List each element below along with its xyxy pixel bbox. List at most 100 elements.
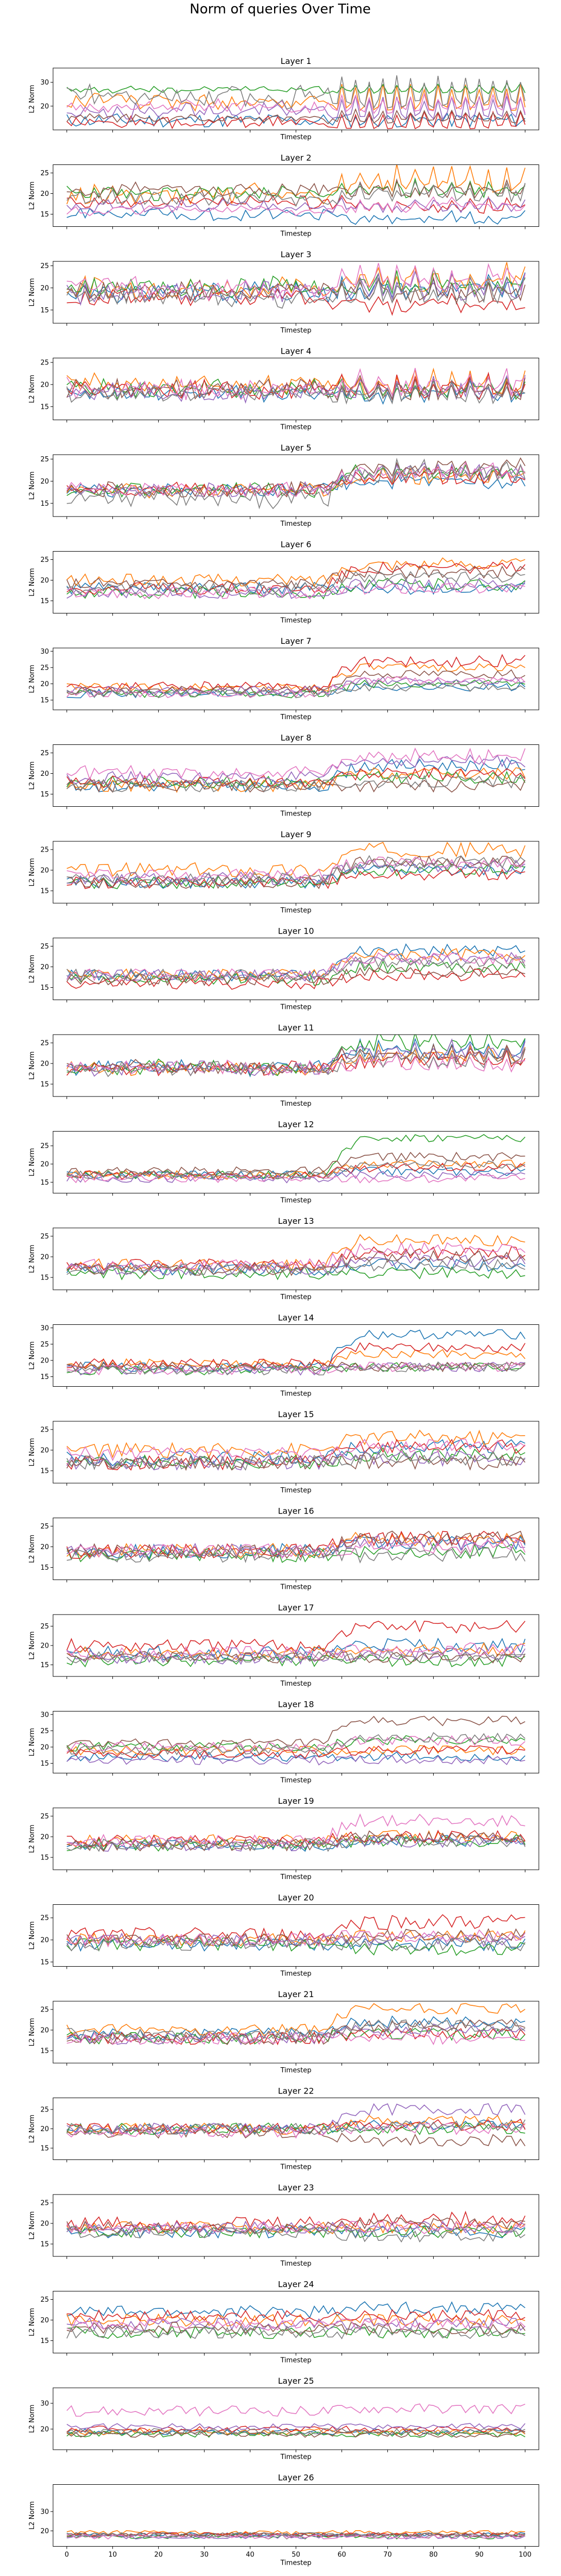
panel-title: Layer 4	[281, 346, 312, 356]
panel-layer-10: Layer 10 15 20 25 Timestep L2 Norm	[28, 926, 539, 1011]
panel-layer-3: Layer 3 15 20 25 Timestep L2 Norm	[28, 250, 539, 335]
series-line-8	[66, 2532, 525, 2538]
y-tick-label: 25	[40, 1341, 49, 1349]
y-tick-label: 25	[40, 2200, 49, 2207]
panel-layer-6: Layer 6 15 20 25 Timestep L2 Norm	[28, 540, 539, 625]
series-line-4	[66, 2211, 526, 2231]
panel-layer-16: Layer 16 15 20 25 Timestep L2 Norm	[28, 1506, 539, 1591]
series-line-2	[66, 368, 526, 397]
series-line-6	[66, 2532, 525, 2538]
panel-title: Layer 9	[281, 829, 312, 839]
y-tick-label: 20	[40, 1743, 49, 1751]
x-axis-label: Timestep	[280, 2067, 312, 2074]
series-group	[66, 1813, 526, 1852]
panel-title: Layer 16	[278, 1506, 314, 1516]
series-line-2	[66, 2530, 525, 2536]
y-tick-label: 20	[40, 1254, 49, 1261]
y-tick-label: 15	[40, 697, 49, 705]
y-axis-label: L2 Norm	[28, 2018, 36, 2046]
series-group	[66, 2301, 525, 2339]
y-tick-label: 25	[40, 359, 49, 367]
y-tick-label: 25	[40, 1915, 49, 1922]
panel-title: Layer 1	[281, 56, 312, 66]
series-line-4	[66, 1162, 525, 1180]
y-axis-label: L2 Norm	[28, 278, 36, 306]
series-group	[66, 1716, 525, 1766]
series-line-1	[66, 112, 525, 128]
y-tick-label: 20	[40, 190, 49, 198]
x-axis-label: Timestep	[280, 134, 312, 141]
series-line-5	[66, 952, 525, 982]
y-axis-label: L2 Norm	[28, 1341, 36, 1370]
y-axis-label: L2 Norm	[28, 858, 36, 886]
y-tick-label: 20	[40, 1543, 49, 1551]
series-line-8	[66, 1546, 525, 1564]
series-group	[66, 557, 525, 600]
y-tick-label: 20	[40, 103, 49, 110]
y-tick-label: 25	[40, 664, 49, 672]
y-tick-label: 15	[40, 1179, 49, 1187]
y-axis-label: L2 Norm	[28, 568, 36, 596]
x-axis-label: Timestep	[280, 2164, 312, 2171]
series-line-1	[66, 581, 525, 595]
y-tick-label: 20	[40, 2027, 49, 2035]
series-line-5	[66, 577, 525, 599]
panel-title: Layer 15	[278, 1409, 314, 1419]
y-tick-label: 20	[40, 2125, 49, 2133]
y-axis-label: L2 Norm	[28, 955, 36, 983]
y-tick-label: 15	[40, 1661, 49, 1669]
panel-title: Layer 10	[278, 926, 314, 936]
y-tick-label: 25	[40, 1727, 49, 1735]
series-line-7	[66, 856, 525, 881]
x-tick-label: 80	[429, 2551, 438, 2559]
y-tick-label: 15	[40, 888, 49, 895]
series-line-5	[66, 2220, 525, 2235]
series-line-6	[66, 1830, 525, 1852]
series-line-6	[66, 2126, 525, 2147]
x-axis-label: Timestep	[280, 424, 312, 431]
y-tick-label: 25	[40, 1623, 49, 1631]
y-axis-label: L2 Norm	[28, 1921, 36, 1950]
series-line-5	[66, 2103, 526, 2135]
plot-frame	[53, 2291, 539, 2353]
y-tick-label: 20	[40, 1937, 49, 1945]
series-line-7	[66, 2122, 525, 2139]
y-axis-label: L2 Norm	[28, 1438, 36, 1466]
series-group	[66, 943, 526, 990]
panel-layer-25: Layer 25 20 30 Timestep L2 Norm	[28, 2376, 539, 2461]
y-tick-label: 25	[40, 262, 49, 270]
y-tick-label: 15	[40, 1564, 49, 1572]
series-group	[66, 1035, 526, 1078]
panel-layer-21: Layer 21 15 20 25 Timestep L2 Norm	[28, 1989, 539, 2074]
panel-title: Layer 5	[281, 443, 312, 453]
series-line-2	[66, 841, 526, 878]
series-line-8	[66, 2325, 525, 2339]
panel-title: Layer 17	[278, 1603, 314, 1613]
y-tick-label: 15	[40, 1468, 49, 1475]
panel-layer-18: Layer 18 15 20 25 30 Timestep L2 Norm	[28, 1700, 539, 1785]
series-line-1	[66, 943, 525, 982]
series-line-2	[66, 2003, 525, 2036]
series-line-6	[66, 565, 525, 591]
series-line-4	[66, 1246, 525, 1272]
series-line-7	[66, 196, 525, 217]
panel-layer-1: Layer 1 20 30 Timestep L2 Norm	[28, 56, 539, 141]
panel-layer-14: Layer 14 15 20 25 30 Timestep L2 Norm	[28, 1313, 539, 1398]
plot-frame	[53, 551, 539, 613]
series-line-4	[66, 2425, 525, 2433]
y-tick-label: 20	[40, 1834, 49, 1841]
series-line-2	[66, 557, 525, 587]
series-line-5	[66, 196, 525, 213]
series-line-8	[66, 180, 526, 207]
x-tick-label: 0	[65, 2551, 69, 2559]
series-line-6	[66, 1361, 525, 1372]
y-tick-label: 25	[40, 1233, 49, 1241]
x-axis-label: Timestep	[280, 1873, 312, 1881]
series-line-7	[66, 1241, 525, 1272]
x-axis-label: Timestep	[280, 713, 312, 721]
series-line-5	[66, 2423, 525, 2430]
x-tick-label: 20	[154, 2551, 163, 2559]
series-line-4	[66, 561, 525, 595]
series-line-7	[66, 1173, 525, 1184]
y-axis-label: L2 Norm	[28, 761, 36, 790]
